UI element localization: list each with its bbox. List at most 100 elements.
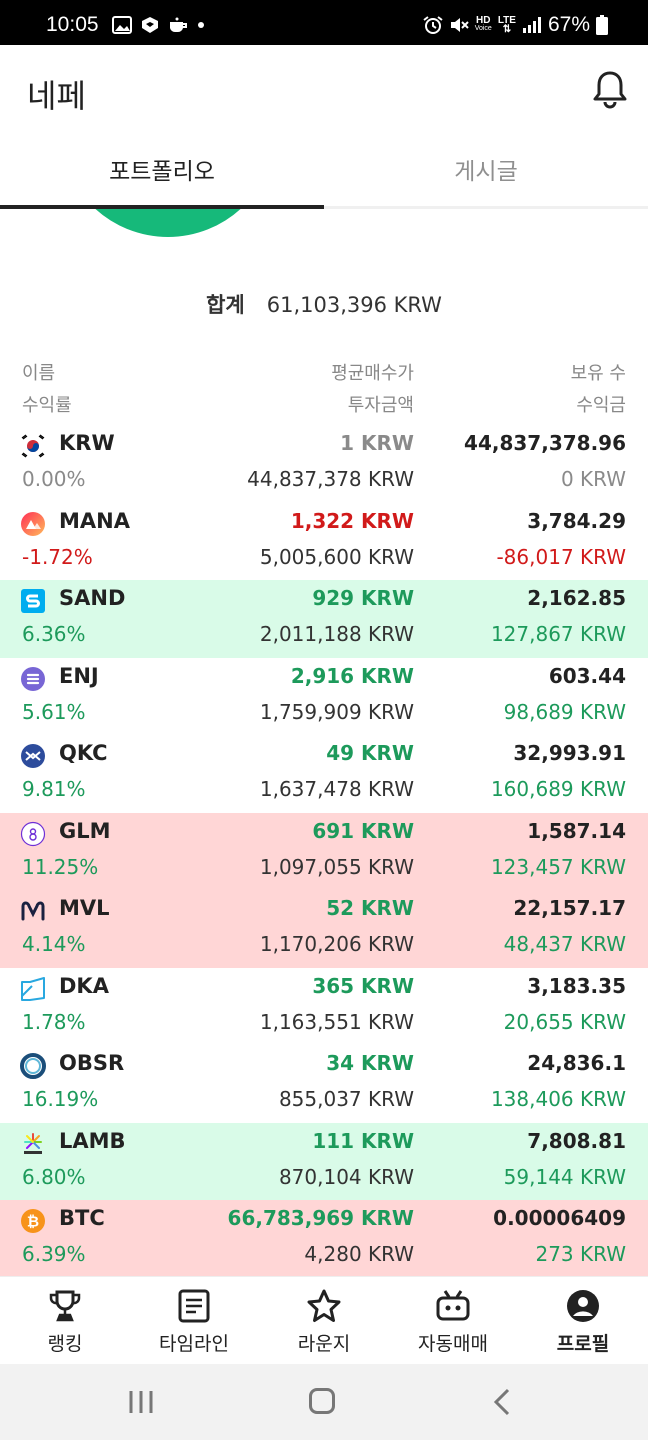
nav-lounge[interactable]: 라운지 bbox=[259, 1277, 389, 1365]
holding-invested: 2,011,188 KRW bbox=[259, 622, 414, 646]
holding-avg-price: 52 KRW bbox=[326, 896, 414, 920]
holding-quantity: 0.00006409 bbox=[493, 1206, 626, 1230]
nav-auto-trading[interactable]: 자동매매 bbox=[388, 1277, 518, 1365]
app-title: 네페 bbox=[27, 77, 86, 115]
header-name[interactable]: 이름 bbox=[22, 363, 56, 384]
status-system-icons: HD Voice LTE ⇅ 67% bbox=[423, 14, 608, 35]
holding-symbol: LAMB bbox=[59, 1128, 126, 1153]
obsr-icon bbox=[20, 1053, 46, 1079]
holding-avg-price: 49 KRW bbox=[326, 741, 414, 765]
sand-icon bbox=[21, 589, 45, 613]
signal-icon bbox=[522, 16, 541, 33]
total-label: 합계 bbox=[206, 293, 245, 317]
nav-timeline[interactable]: 타임라인 bbox=[129, 1277, 259, 1365]
total-value: 61,103,396 KRW bbox=[266, 293, 442, 317]
btc-icon: ₿ bbox=[21, 1209, 45, 1233]
bell-icon[interactable] bbox=[592, 69, 628, 109]
header-return[interactable]: 수익률 bbox=[22, 395, 72, 416]
trophy-icon bbox=[49, 1290, 81, 1322]
shield-icon bbox=[142, 17, 158, 33]
header-avg-price[interactable]: 평균매수가 bbox=[331, 363, 414, 384]
nav-label: 자동매매 bbox=[418, 1333, 488, 1355]
tab-posts[interactable]: 게시글 bbox=[454, 159, 518, 185]
holding-symbol: KRW bbox=[59, 431, 115, 455]
coffee-icon bbox=[170, 17, 187, 33]
holding-symbol: OBSR bbox=[59, 1051, 125, 1075]
holding-invested: 1,759,909 KRW bbox=[259, 699, 414, 724]
holding-symbol: SAND bbox=[59, 586, 126, 610]
nav-ranking[interactable]: 랭킹 bbox=[0, 1277, 130, 1365]
holding-invested: 4,280 KRW bbox=[304, 1242, 414, 1266]
holding-quantity: 1,587.14 bbox=[527, 818, 626, 843]
holding-return: 4.14% bbox=[22, 932, 86, 956]
alarm-icon bbox=[423, 15, 443, 34]
holding-profit: 160,689 KRW bbox=[490, 777, 626, 801]
korea-flag-icon bbox=[20, 433, 46, 459]
header-quantity[interactable]: 보유 수 bbox=[570, 363, 626, 384]
holding-avg-price: 1,322 KRW bbox=[290, 508, 414, 533]
holding-symbol: GLM bbox=[59, 818, 111, 843]
holding-avg-price: 66,783,969 KRW bbox=[227, 1206, 414, 1230]
holding-avg-price: 929 KRW bbox=[312, 586, 414, 610]
holding-row-dka[interactable]: DKA 1.78% 365 KRW 1,163,551 KRW 3,183.35… bbox=[0, 968, 648, 1046]
holding-quantity: 22,157.17 bbox=[513, 896, 626, 920]
holding-return: 16.19% bbox=[22, 1087, 99, 1111]
holding-return: 6.39% bbox=[22, 1242, 86, 1266]
header-profit[interactable]: 수익금 bbox=[576, 395, 626, 416]
holding-symbol: BTC bbox=[59, 1206, 105, 1230]
glm-icon bbox=[20, 821, 46, 846]
mute-icon bbox=[450, 17, 469, 32]
nav-label: 랭킹 bbox=[47, 1333, 83, 1355]
portfolio-donut-chart bbox=[95, 209, 241, 237]
holding-profit: 98,689 KRW bbox=[503, 699, 626, 724]
enj-icon bbox=[21, 666, 45, 691]
holding-row-btc[interactable]: ₿ BTC 6.39% 66,783,969 KRW 4,280 KRW 0.0… bbox=[0, 1200, 648, 1276]
recent-apps-icon[interactable] bbox=[128, 1390, 154, 1414]
nav-label: 타임라인 bbox=[159, 1333, 229, 1355]
battery-icon bbox=[596, 14, 608, 35]
holding-avg-price: 2,916 KRW bbox=[290, 663, 414, 688]
holding-row-enj[interactable]: ENJ 5.61% 2,916 KRW 1,759,909 KRW 603.44… bbox=[0, 658, 648, 736]
holding-avg-price: 111 KRW bbox=[312, 1128, 414, 1153]
holding-quantity: 603.44 bbox=[548, 663, 626, 688]
holding-invested: 1,163,551 KRW bbox=[259, 1009, 414, 1034]
holding-quantity: 2,162.85 bbox=[527, 586, 626, 610]
holding-quantity: 3,183.35 bbox=[527, 973, 626, 998]
holding-invested: 870,104 KRW bbox=[278, 1164, 414, 1189]
profile-icon bbox=[567, 1290, 599, 1322]
holding-return: 6.36% bbox=[22, 622, 86, 646]
home-icon[interactable] bbox=[309, 1388, 335, 1414]
holding-invested: 855,037 KRW bbox=[278, 1087, 414, 1111]
holding-row-lamb[interactable]: LAMB 6.80% 111 KRW 870,104 KRW 7,808.81 … bbox=[0, 1122, 648, 1200]
status-bar: 10:05 HD Voice LTE ⇅ 67% bbox=[0, 0, 648, 45]
holding-symbol: MANA bbox=[59, 508, 130, 533]
qkc-icon bbox=[21, 744, 45, 768]
portfolio-content[interactable]: 합계 61,103,396 KRW 이름 수익률 평균매수가 투자금액 보유 수 … bbox=[0, 209, 648, 1276]
column-headers: 이름 수익률 평균매수가 투자금액 보유 수 수익금 bbox=[0, 359, 648, 423]
more-notifications-dot bbox=[198, 22, 204, 28]
holding-quantity: 3,784.29 bbox=[527, 508, 626, 533]
lamb-icon bbox=[24, 1132, 42, 1154]
holding-row-sand[interactable]: SAND 6.36% 929 KRW 2,011,188 KRW 2,162.8… bbox=[0, 580, 648, 658]
holding-profit: 273 KRW bbox=[535, 1242, 626, 1266]
holding-invested: 1,637,478 KRW bbox=[259, 777, 414, 801]
header-invested[interactable]: 투자금액 bbox=[347, 395, 414, 416]
holding-profit: 127,867 KRW bbox=[490, 622, 626, 646]
tab-bar: 포트폴리오 게시글 bbox=[0, 137, 648, 209]
back-icon[interactable] bbox=[492, 1388, 512, 1416]
holding-row-mana[interactable]: MANA -1.72% 1,322 KRW 5,005,600 KRW 3,78… bbox=[0, 503, 648, 581]
holding-return: 11.25% bbox=[22, 854, 99, 879]
nav-profile[interactable]: 프로필 bbox=[518, 1277, 648, 1365]
battery-percent: 67% bbox=[547, 13, 590, 36]
tab-portfolio[interactable]: 포트폴리오 bbox=[109, 159, 215, 185]
holding-row-qkc[interactable]: QKC 9.81% 49 KRW 1,637,478 KRW 32,993.91… bbox=[0, 735, 648, 813]
holding-row-glm[interactable]: GLM 11.25% 691 KRW 1,097,055 KRW 1,587.1… bbox=[0, 812, 648, 890]
status-notification-icons bbox=[112, 16, 204, 34]
holding-symbol: MVL bbox=[59, 896, 110, 920]
star-icon bbox=[307, 1289, 341, 1322]
holding-row-krw[interactable]: KRW 0.00% 1 KRW 44,837,378 KRW 44,837,37… bbox=[0, 425, 648, 503]
holding-row-obsr[interactable]: OBSR 16.19% 34 KRW 855,037 KRW 24,836.1 … bbox=[0, 1045, 648, 1123]
holding-avg-price: 365 KRW bbox=[312, 973, 414, 998]
holding-row-mvl[interactable]: MVL 4.14% 52 KRW 1,170,206 KRW 22,157.17… bbox=[0, 890, 648, 968]
holding-quantity: 44,837,378.96 bbox=[464, 431, 626, 455]
